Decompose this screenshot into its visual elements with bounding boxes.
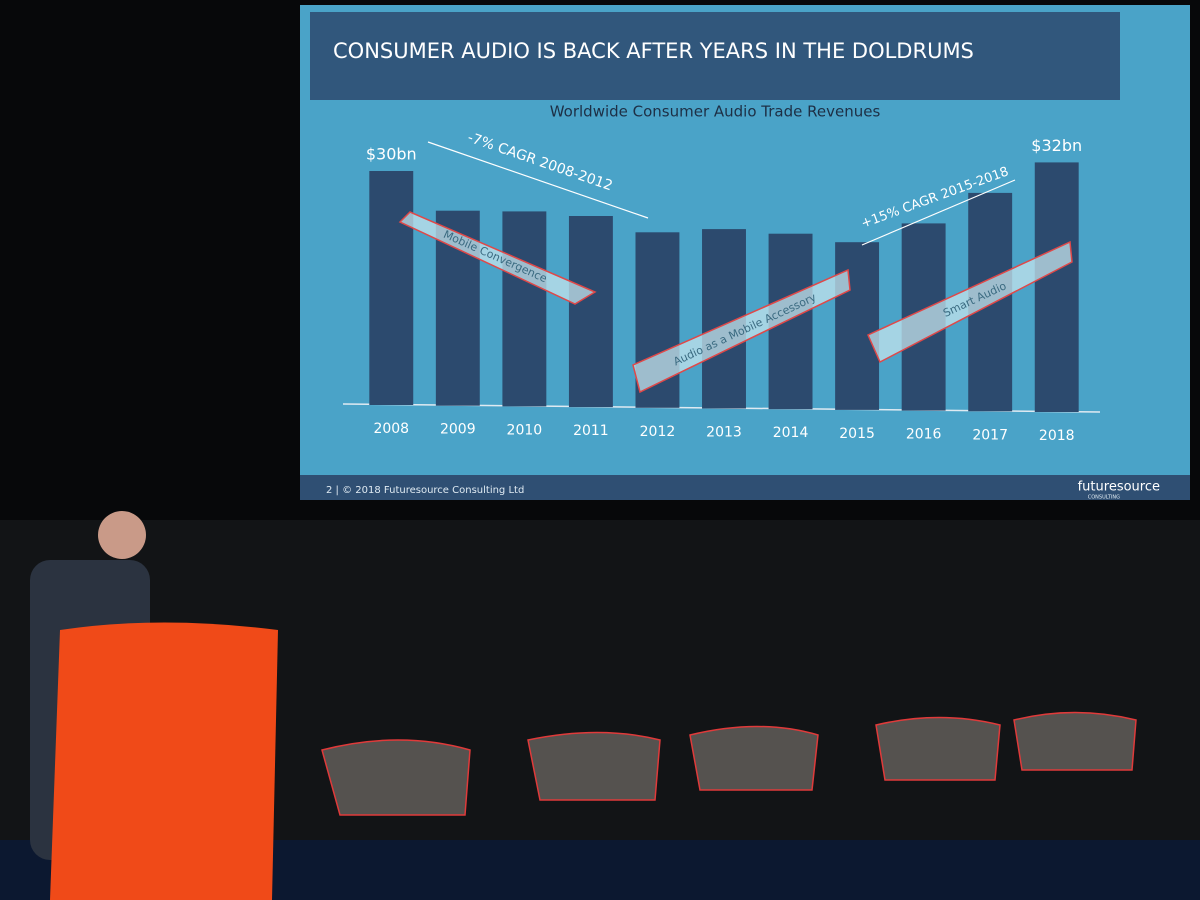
x-tick-label: 2014: [773, 425, 809, 441]
annotation-arrow: [632, 268, 851, 394]
bar: [369, 171, 414, 405]
x-tick-label: 2012: [640, 424, 676, 440]
annotation-arrow: [398, 211, 597, 305]
x-tick-label: 2016: [906, 427, 942, 443]
trend-arrow: [427, 141, 649, 219]
chart-title: Worldwide Consumer Audio Trade Revenues: [550, 103, 881, 121]
bar: [835, 242, 880, 410]
value-label: $30bn: [366, 145, 417, 164]
logo: futuresource: [1078, 480, 1160, 495]
x-tick-label: 2009: [440, 422, 476, 438]
slide-header: CONSUMER AUDIO IS BACK AFTER YEARS IN TH…: [333, 39, 974, 63]
x-tick-label: 2010: [507, 422, 543, 438]
chairs: [321, 711, 1137, 816]
value-label: $32bn: [1031, 136, 1082, 155]
x-tick-label: 2008: [373, 421, 409, 437]
bar: [502, 211, 547, 407]
bar: [1034, 162, 1079, 412]
logo-sub: CONSULTING: [1088, 495, 1120, 501]
x-tick-label: 2013: [706, 425, 742, 441]
podium: [50, 622, 278, 900]
annotation-arrow: [867, 240, 1073, 364]
x-tick-label: 2017: [972, 427, 1008, 443]
footer-bar: [300, 475, 1190, 500]
x-tick-label: 2018: [1039, 428, 1075, 444]
footer: 2 | © 2018 Futuresource Consulting Ltd: [326, 485, 524, 496]
speaker-head: [98, 511, 146, 559]
trend-arrow: [861, 179, 1016, 246]
x-tick-label: 2011: [573, 423, 609, 439]
bar: [568, 216, 613, 408]
header-bar: [310, 12, 1120, 100]
x-tick-label: 2015: [839, 426, 875, 442]
